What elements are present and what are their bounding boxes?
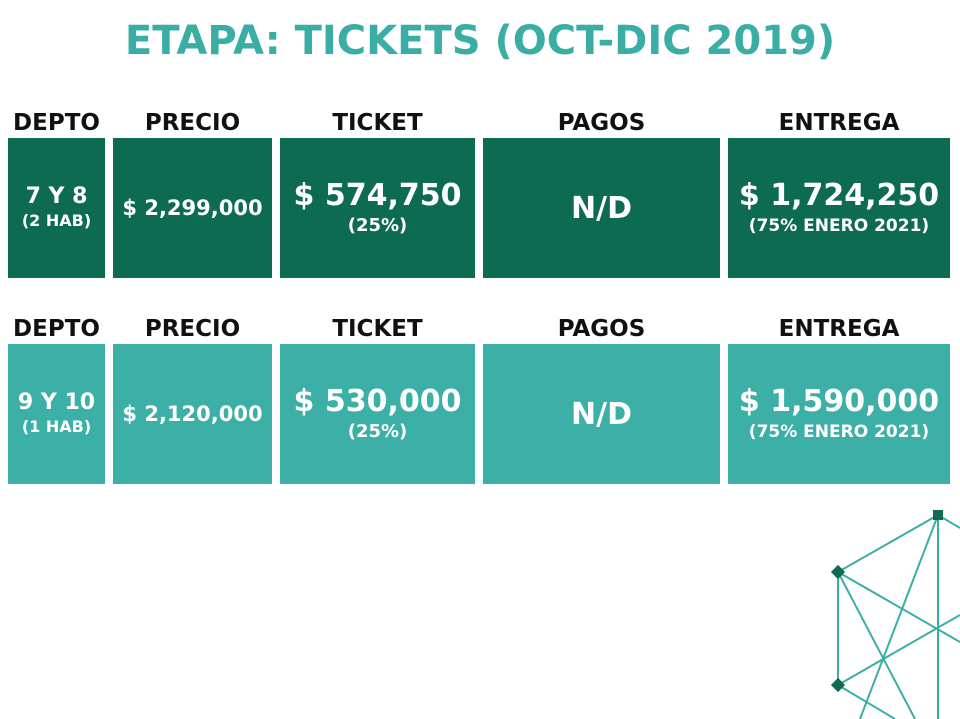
node-icon (933, 510, 943, 520)
precio-value: $ 2,120,000 (122, 402, 263, 426)
page-title: ETAPA: TICKETS (OCT-DIC 2019) (124, 18, 836, 64)
entrega-value: $ 1,724,250 (738, 178, 940, 213)
precio-cell: $ 2,299,000 (113, 138, 272, 278)
header-entrega: ENTREGA (778, 316, 900, 342)
depto-cell: 7 Y 8 (2 HAB) (8, 138, 105, 278)
header-depto: DEPTO (13, 316, 100, 342)
pagos-value: N/D (571, 396, 632, 432)
ticket-cell: $ 530,000 (25%) (280, 344, 475, 484)
node-icon (830, 564, 846, 580)
header-ticket: TICKET (332, 316, 423, 342)
ticket-cell: $ 574,750 (25%) (280, 138, 475, 278)
ticket-value: $ 530,000 (293, 384, 462, 419)
depto-sub-label: (2 HAB) (21, 211, 92, 230)
precio-cell: $ 2,120,000 (113, 344, 272, 484)
depto-label: 7 Y 8 (25, 184, 88, 209)
header-precio: PRECIO (144, 316, 241, 342)
pagos-cell: N/D (483, 138, 720, 278)
hexagon-network-graphic (830, 510, 960, 719)
ticket-percent: (25%) (347, 421, 408, 442)
entrega-detail: (75% ENERO 2021) (748, 422, 930, 442)
depto-label: 9 Y 10 (17, 390, 96, 415)
entrega-value: $ 1,590,000 (738, 384, 940, 419)
node-icon (830, 677, 846, 693)
depto-cell: 9 Y 10 (1 HAB) (8, 344, 105, 484)
header-entrega: ENTREGA (778, 110, 900, 136)
pagos-cell: N/D (483, 344, 720, 484)
entrega-cell: $ 1,724,250 (75% ENERO 2021) (728, 138, 950, 278)
header-depto: DEPTO (13, 110, 100, 136)
depto-sub-label: (1 HAB) (21, 417, 92, 436)
pagos-value: N/D (571, 190, 632, 226)
header-precio: PRECIO (144, 110, 241, 136)
entrega-detail: (75% ENERO 2021) (748, 216, 930, 236)
header-pagos: PAGOS (557, 110, 646, 136)
ticket-percent: (25%) (347, 215, 408, 236)
header-ticket: TICKET (332, 110, 423, 136)
header-pagos: PAGOS (557, 316, 646, 342)
precio-value: $ 2,299,000 (122, 196, 263, 220)
ticket-value: $ 574,750 (293, 178, 462, 213)
entrega-cell: $ 1,590,000 (75% ENERO 2021) (728, 344, 950, 484)
